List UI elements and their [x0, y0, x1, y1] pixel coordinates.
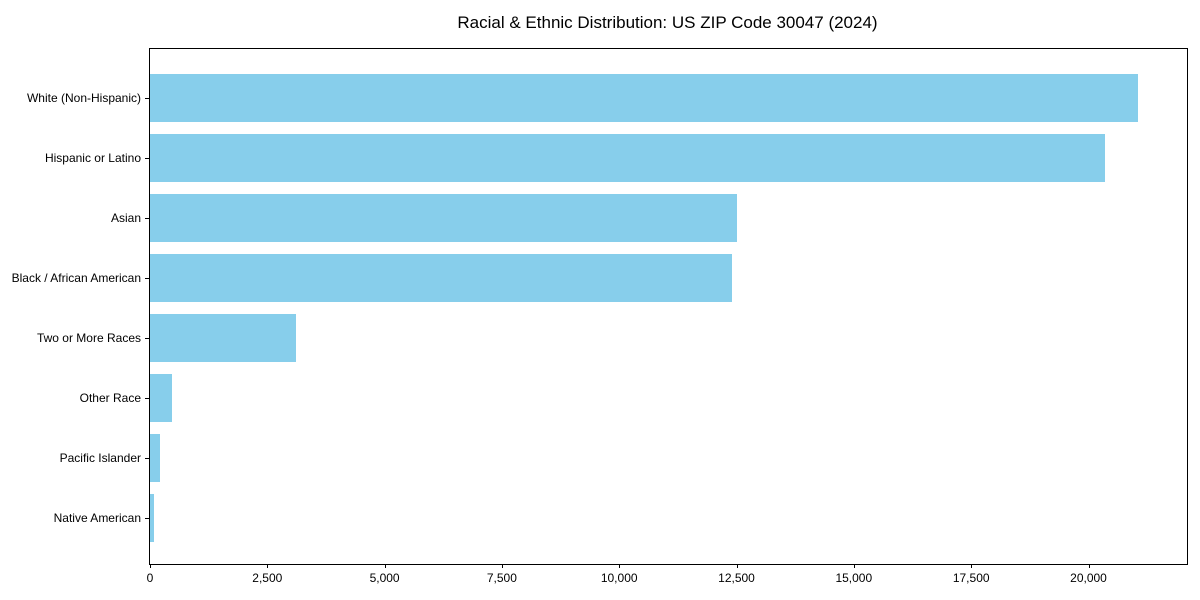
x-axis-tick: [1088, 564, 1090, 568]
y-tick-label-hispanic-or-latino: Hispanic or Latino: [44, 151, 141, 165]
bar-asian: [150, 194, 737, 242]
y-axis-tick: [145, 278, 150, 279]
y-axis-tick: [145, 518, 150, 519]
y-axis-tick: [145, 158, 150, 159]
bar-two-or-more-races: [150, 314, 296, 362]
bar-hispanic-or-latino: [150, 134, 1105, 182]
y-tick-label-two-or-more-races: Two or More Races: [36, 331, 141, 345]
x-axis-tick: [971, 564, 973, 568]
x-tick-label-2-500: 2,500: [252, 571, 283, 585]
x-tick-label-5-000: 5,000: [369, 571, 400, 585]
y-tick-label-asian: Asian: [110, 211, 141, 225]
bar-white-non-hispanic: [150, 74, 1138, 122]
y-axis-tick: [145, 218, 150, 219]
y-tick-label-pacific-islander: Pacific Islander: [59, 451, 141, 465]
bar-other-race: [150, 374, 173, 422]
x-tick-label-10-000: 10,000: [600, 571, 638, 585]
bar-pacific-islander: [150, 434, 161, 482]
bar-native-american: [150, 494, 154, 542]
x-tick-label-20-000: 20,000: [1070, 571, 1107, 585]
plot-area: White (Non-Hispanic) Hispanic or Latino As…: [12, 48, 1188, 585]
x-axis-tick: [501, 564, 503, 568]
x-tick-label-15-000: 15,000: [835, 571, 873, 585]
y-tick-label-native-american: Native American: [53, 511, 141, 525]
x-axis-tick: [150, 564, 151, 568]
y-tick-label-other-race: Other Race: [79, 391, 141, 405]
x-tick-label-7-500: 7,500: [486, 571, 517, 585]
x-axis-tick: [853, 564, 855, 568]
x-axis-tick: [384, 564, 386, 568]
x-tick-label-17-500: 17,500: [952, 571, 990, 585]
y-axis-tick: [145, 338, 150, 339]
x-tick-label-12-500: 12,500: [718, 571, 755, 585]
y-tick-label-black-african-american: Black / African American: [11, 271, 141, 285]
y-axis-tick: [145, 398, 150, 399]
y-axis-tick: [145, 98, 150, 99]
chart-title: Racial & Ethnic Distribution: US ZIP Cod…: [457, 13, 878, 32]
x-axis-tick: [736, 564, 738, 568]
y-tick-label-white-non-hispanic: White (Non-Hispanic): [26, 91, 141, 105]
bar-black-african-american: [150, 254, 732, 302]
x-tick-label-0: 0: [146, 571, 154, 585]
y-axis-tick: [145, 458, 150, 459]
x-axis-tick: [267, 564, 269, 568]
x-axis-tick: [619, 564, 621, 568]
